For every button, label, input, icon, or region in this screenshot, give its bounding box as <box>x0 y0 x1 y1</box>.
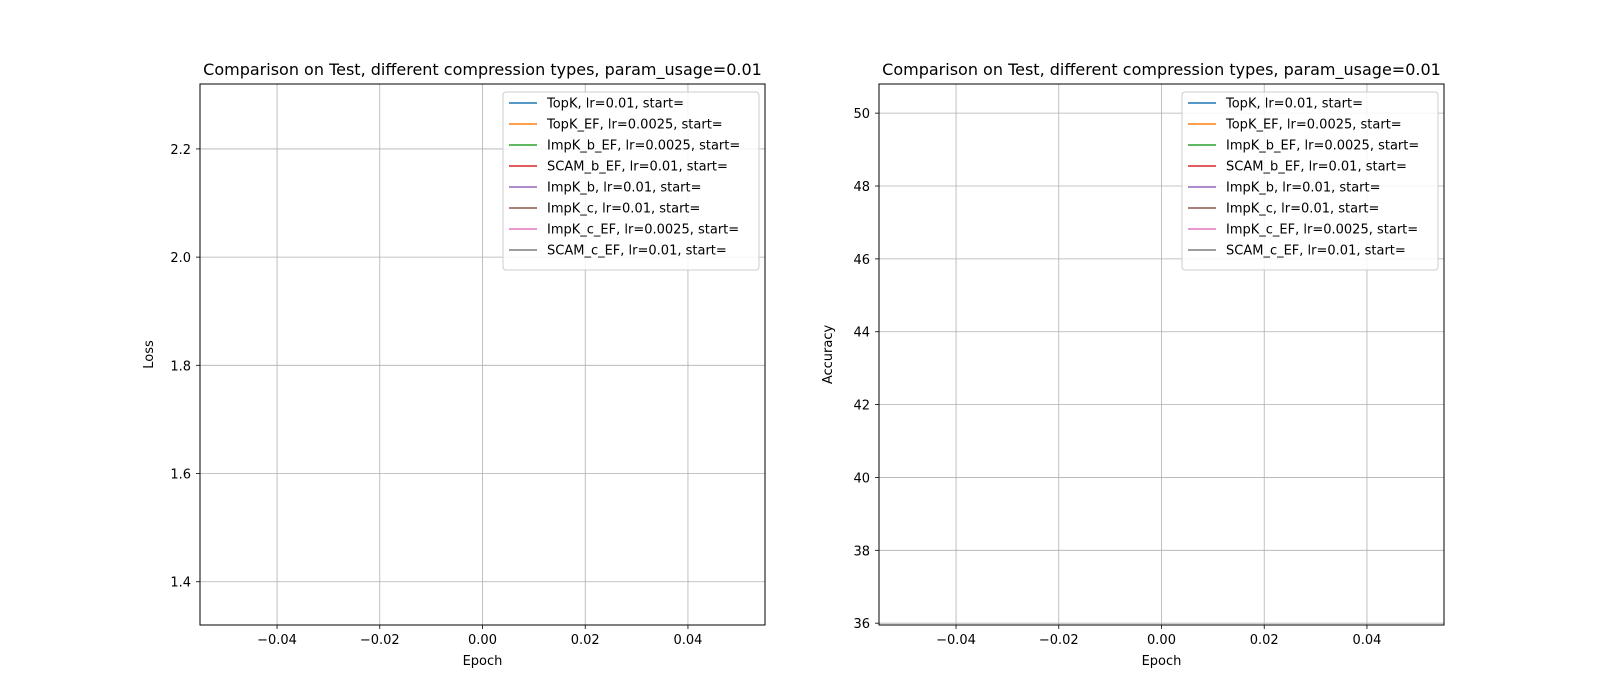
legend: TopK, lr=0.01, start= TopK_EF, lr=0.0025,… <box>1181 91 1439 271</box>
legend-entry: SCAM_b_EF, lr=0.01, start= <box>1226 160 1407 175</box>
legend-entry: ImpK_b, lr=0.01, start= <box>1226 181 1381 196</box>
y-tick-label: 1.6 <box>170 468 191 483</box>
x-tick-label: 0.02 <box>1250 633 1279 648</box>
x-tick-label: 0.02 <box>571 633 600 648</box>
legend-entry: SCAM_c_EF, lr=0.01, start= <box>1226 244 1406 259</box>
legend-entry: TopK_EF, lr=0.0025, start= <box>546 118 723 133</box>
x-tick-label: 0.04 <box>1352 633 1381 648</box>
chart-title: Comparison on Test, different compressio… <box>203 60 762 80</box>
x-axis-label: Epoch <box>463 654 503 669</box>
y-tick-label: 46 <box>853 253 870 268</box>
legend-box <box>502 91 760 271</box>
legend-entry: ImpK_b_EF, lr=0.0025, start= <box>547 139 740 154</box>
x-tick-label: 0.04 <box>673 633 702 648</box>
x-tick-label: −0.02 <box>1039 633 1079 648</box>
legend-entry: ImpK_c, lr=0.01, start= <box>547 202 700 217</box>
y-tick-label: 50 <box>853 107 870 122</box>
legend-entry: TopK_EF, lr=0.0025, start= <box>1225 118 1402 133</box>
chart-title: Comparison on Test, different compressio… <box>882 60 1441 80</box>
x-tick-label: −0.04 <box>936 633 976 648</box>
legend-entry: ImpK_b, lr=0.01, start= <box>547 181 702 196</box>
x-tick-label: 0.00 <box>1147 633 1176 648</box>
y-tick-label: 1.4 <box>170 576 191 591</box>
y-tick-label: 40 <box>853 471 870 486</box>
y-tick-label: 2.2 <box>170 143 191 158</box>
chart-panel-1: −0.04 −0.02 0.00 0.02 0.04 1.4 1.6 1.8 2.0 2.2 Com… <box>142 60 766 669</box>
x-tick-label: −0.04 <box>257 633 297 648</box>
x-tick-label: 0.00 <box>468 633 497 648</box>
legend-entry: ImpK_b_EF, lr=0.0025, start= <box>1226 139 1419 154</box>
y-tick-label: 1.8 <box>170 359 191 374</box>
legend-entry: ImpK_c_EF, lr=0.0025, start= <box>547 223 739 238</box>
x-tick-label: −0.02 <box>360 633 400 648</box>
y-tick-label: 42 <box>853 399 870 414</box>
legend-box <box>1181 91 1439 271</box>
legend-entry: ImpK_c, lr=0.01, start= <box>1226 202 1379 217</box>
legend: TopK, lr=0.01, start= TopK_EF, lr=0.0025,… <box>502 91 760 271</box>
legend-entry: TopK, lr=0.01, start= <box>1225 97 1363 112</box>
y-axis-label: Loss <box>142 340 157 369</box>
y-tick-label: 44 <box>853 326 870 341</box>
legend-entry: TopK, lr=0.01, start= <box>546 97 684 112</box>
legend-entry: SCAM_c_EF, lr=0.01, start= <box>547 244 727 259</box>
y-tick-label: 38 <box>853 544 870 559</box>
x-axis-label: Epoch <box>1142 654 1182 669</box>
y-tick-label: 36 <box>853 617 870 632</box>
chart-panel-2: −0.04 −0.02 0.00 0.02 0.04 36 38 40 42 44 46 48 50 Co… <box>821 60 1445 669</box>
y-tick-label: 48 <box>853 180 870 195</box>
legend-entry: SCAM_b_EF, lr=0.01, start= <box>547 160 728 175</box>
legend-entry: ImpK_c_EF, lr=0.0025, start= <box>1226 223 1418 238</box>
y-axis-label: Accuracy <box>821 325 836 385</box>
y-tick-label: 2.0 <box>170 251 191 266</box>
